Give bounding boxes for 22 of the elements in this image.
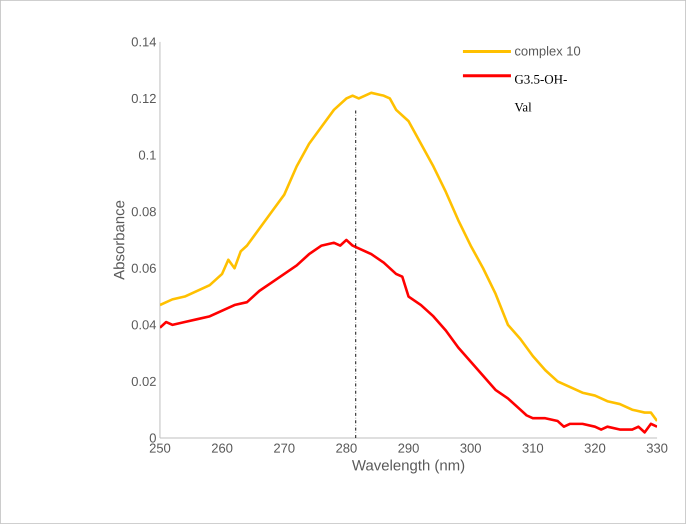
- x-tick-label: 300: [460, 444, 481, 453]
- y-tick-label: 0.02: [132, 376, 156, 386]
- x-tick-label: 310: [522, 444, 544, 453]
- legend-label: complex 10: [514, 46, 580, 58]
- x-tick-label: 250: [150, 444, 170, 453]
- x-tick-label: 330: [646, 444, 668, 453]
- x-tick-label: 320: [584, 444, 606, 453]
- text: G3.5-OH-Val: [514, 74, 567, 112]
- x-tick-label: 260: [212, 444, 232, 453]
- y-axis-title: Absorbance: [113, 200, 124, 280]
- x-tick-label: 290: [398, 444, 419, 453]
- y-tick-label: 0.12: [132, 94, 156, 104]
- y-tick-label: 0.14: [132, 37, 156, 47]
- y-tick-label: 0.08: [132, 207, 156, 216]
- line-series: [160, 238, 658, 434]
- y-tick-label: 0.1: [138, 150, 156, 160]
- y-tick-label: 0: [150, 433, 156, 443]
- x-axis-title: Wavelength (nm): [352, 460, 464, 474]
- x-tick-label: 270: [274, 444, 295, 453]
- x-tick-label: 280: [336, 444, 357, 453]
- y-tick-label: 0.06: [132, 264, 156, 273]
- y-tick-label: 0.04: [132, 320, 156, 330]
